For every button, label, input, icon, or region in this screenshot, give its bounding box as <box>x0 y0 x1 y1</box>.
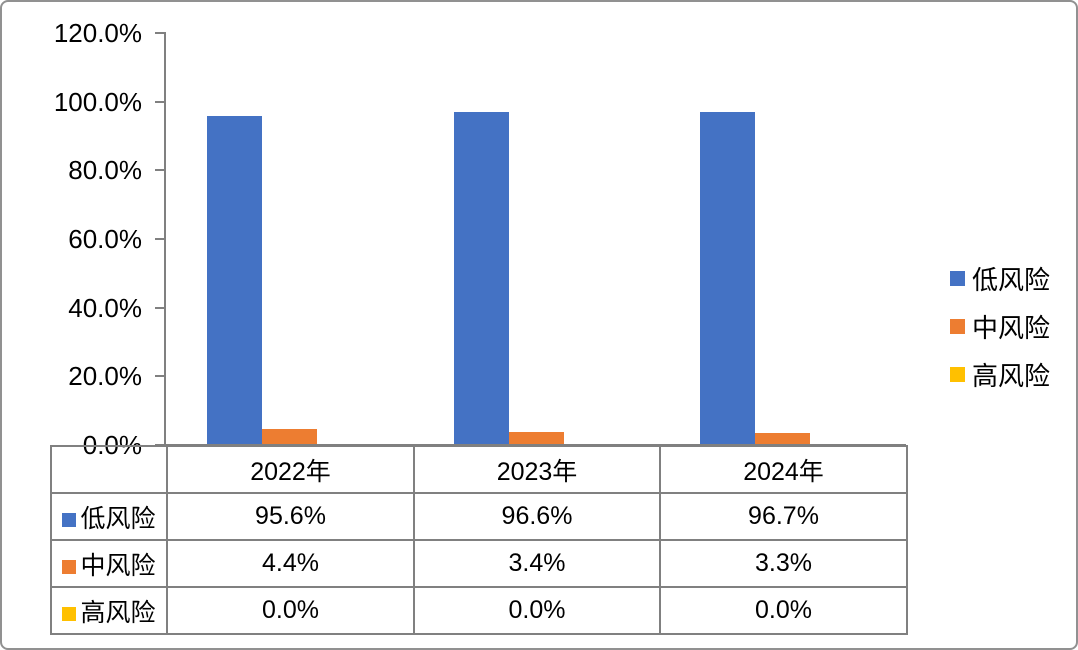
legend-swatch-high-risk <box>950 366 965 382</box>
legend-swatch-low-risk <box>950 270 965 286</box>
table-header-2022: 2022年 <box>166 445 415 494</box>
y-tick-mark <box>155 238 165 240</box>
value-low-risk-2024: 96.7% <box>659 492 908 541</box>
value-low-risk-2022: 95.6% <box>166 492 415 541</box>
bar-中风险-2023年 <box>508 432 564 444</box>
value-medium-risk-2022: 4.4% <box>166 539 415 588</box>
row-label-text: 低风险 <box>80 505 156 533</box>
y-tick-label: 80.0% <box>68 155 142 185</box>
table-row-high-risk: 高风险 0.0% 0.0% 0.0% <box>50 586 908 635</box>
table-row-medium-risk: 中风险 4.4% 3.4% 3.3% <box>50 539 908 588</box>
y-tick-mark <box>155 169 165 171</box>
value-high-risk-2022: 0.0% <box>166 586 415 635</box>
row-label-text: 高风险 <box>80 599 156 627</box>
legend-item-low-risk: 低风险 <box>950 264 1050 295</box>
medium-risk-swatch-icon <box>62 559 77 574</box>
legend-item-medium-risk: 中风险 <box>950 312 1050 343</box>
table-header-2023: 2023年 <box>413 445 661 494</box>
bar-低风险-2024年 <box>700 112 756 444</box>
legend-item-high-risk: 高风险 <box>950 360 1050 391</box>
high-risk-swatch-icon <box>62 606 77 621</box>
bar-中风险-2022年 <box>261 428 317 444</box>
table-header-row: 2022年 2023年 2024年 <box>50 445 908 494</box>
y-axis-line <box>164 32 166 446</box>
value-high-risk-2023: 0.0% <box>413 586 661 635</box>
table-row-low-risk: 低风险 95.6% 96.6% 96.7% <box>50 492 908 541</box>
legend-label-low-risk: 低风险 <box>972 265 1051 295</box>
value-medium-risk-2023: 3.4% <box>413 539 661 588</box>
bar-中风险-2024年 <box>755 432 811 444</box>
legend-swatch-medium-risk <box>950 318 965 334</box>
value-high-risk-2024: 0.0% <box>659 586 908 635</box>
row-label-high-risk: 高风险 <box>50 586 168 635</box>
table-corner-blank <box>50 445 168 494</box>
y-tick-mark <box>155 101 165 103</box>
y-tick-label: 60.0% <box>68 224 142 254</box>
bar-低风险-2023年 <box>453 112 509 444</box>
legend-label-high-risk: 高风险 <box>972 361 1051 391</box>
y-tick-mark <box>155 32 165 34</box>
value-low-risk-2023: 96.6% <box>413 492 661 541</box>
plot-area <box>166 32 906 444</box>
chart-data-table: 2022年 2023年 2024年 低风险 95.6% 96.6% 96.7% … <box>50 445 908 635</box>
x-axis-line <box>155 444 906 446</box>
bar-低风险-2022年 <box>206 115 262 444</box>
value-medium-risk-2024: 3.3% <box>659 539 908 588</box>
legend-label-medium-risk: 中风险 <box>972 313 1051 343</box>
row-label-text: 中风险 <box>80 552 156 580</box>
y-tick-label: 120.0% <box>53 18 142 48</box>
y-tick-mark <box>155 375 165 377</box>
low-risk-swatch-icon <box>62 512 77 527</box>
table-header-2024: 2024年 <box>659 445 908 494</box>
row-label-low-risk: 低风险 <box>50 492 168 541</box>
y-tick-label: 100.0% <box>53 87 142 117</box>
y-tick-label: 20.0% <box>68 361 142 391</box>
y-tick-mark <box>155 307 165 309</box>
y-tick-label: 40.0% <box>68 293 142 323</box>
row-label-medium-risk: 中风险 <box>50 539 168 588</box>
